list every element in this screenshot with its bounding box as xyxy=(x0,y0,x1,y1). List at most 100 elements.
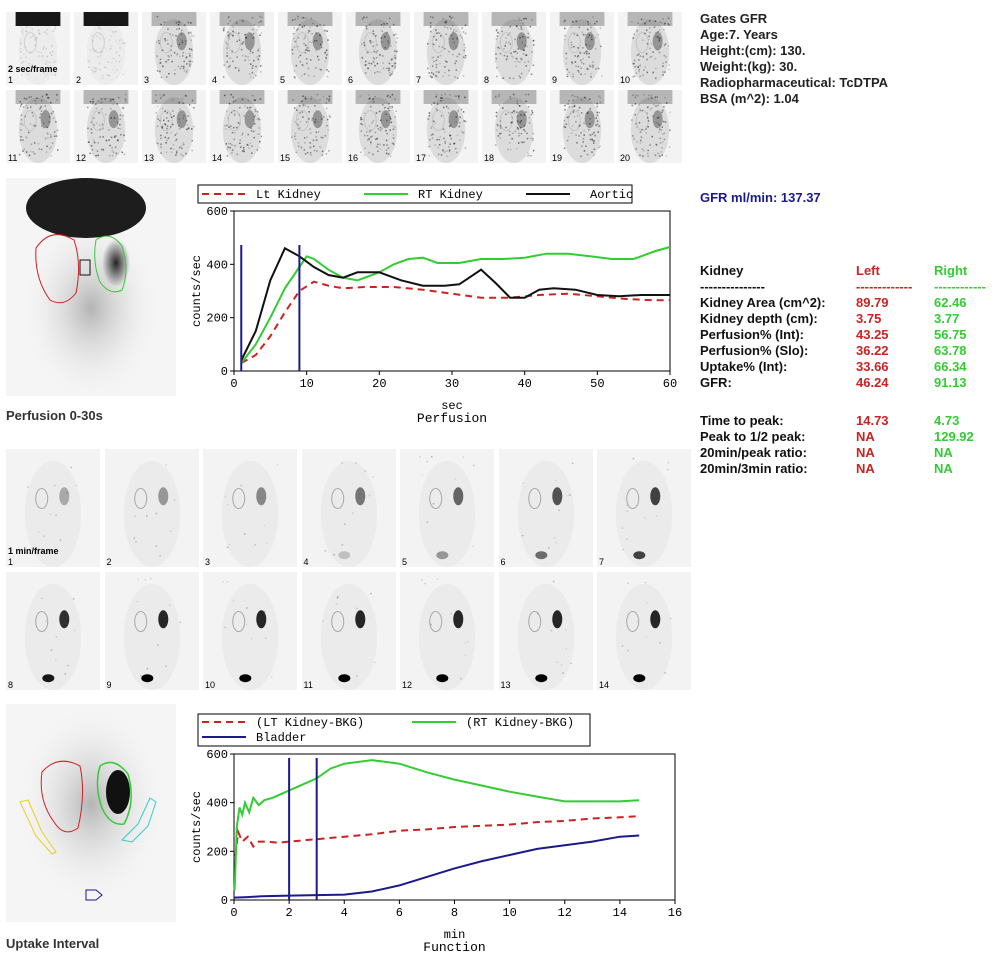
frame-thumbnail: 4 xyxy=(210,12,274,85)
frame-thumbnail: 7 xyxy=(414,12,478,85)
frame-number: 11 xyxy=(303,680,313,690)
frame-thumbnail: 11 xyxy=(6,90,70,163)
results-cell: GFR: xyxy=(700,375,732,390)
frame-thumbnail: 10 xyxy=(618,12,682,85)
y-tick-label: 600 xyxy=(206,205,228,219)
x-tick-label: 8 xyxy=(451,906,458,920)
frame-thumbnail: 5 xyxy=(400,449,494,567)
legend-label: Lt Kidney xyxy=(256,188,321,202)
series-line xyxy=(233,759,640,891)
x-axis-label: min xyxy=(444,928,466,942)
legend-box xyxy=(197,713,591,747)
frame-thumbnail: 14 xyxy=(597,572,691,690)
frame-thumbnail: 10 xyxy=(203,572,297,690)
frame-number: 9 xyxy=(106,680,112,690)
results-cell: 43.25 xyxy=(856,327,889,342)
uptake-roi-image xyxy=(6,704,176,922)
x-tick-label: 0 xyxy=(230,377,237,391)
frame-number: 6 xyxy=(500,557,506,567)
frame-number: 18 xyxy=(484,153,495,163)
x-axis-label: sec xyxy=(441,399,463,413)
results-cell: 56.75 xyxy=(934,327,967,342)
function-chart: (LT Kidney-BKG) (RT Kidney-BKG) Bladder 0 2 4… xyxy=(190,713,682,955)
results-cell: Kidney depth (cm): xyxy=(700,311,818,326)
results-cell: Perfusion% (Slo): xyxy=(700,343,809,358)
frame-number: 19 xyxy=(552,153,563,163)
legend-label: (LT Kidney-BKG) xyxy=(256,716,364,730)
frame-thumbnail: 9 xyxy=(550,12,614,85)
y-tick-label: 0 xyxy=(221,894,228,908)
info-weight: Weight:(kg): 30. xyxy=(700,59,798,74)
frame-number: 17 xyxy=(416,153,427,163)
results-cell: 63.78 xyxy=(934,343,967,358)
info-height: Height:(cm): 130. xyxy=(700,43,806,58)
results-separator: ------------- xyxy=(856,279,913,294)
frame-thumbnail: 15 xyxy=(278,90,342,163)
frame-thumbnail: 9 xyxy=(104,572,199,690)
x-tick-label: 40 xyxy=(517,377,531,391)
frame-number: 20 xyxy=(620,153,631,163)
frame-thumbnail: 18 xyxy=(482,90,546,163)
results-cell: 91.13 xyxy=(934,375,967,390)
x-tick-label: 10 xyxy=(502,906,516,920)
x-tick-label: 14 xyxy=(613,906,627,920)
series-line xyxy=(240,246,670,361)
y-tick-label: 200 xyxy=(206,845,228,859)
chart-title: Perfusion xyxy=(417,411,487,426)
frame-number: 2 xyxy=(106,557,112,567)
timing-cell: Peak to 1/2 peak: xyxy=(700,429,806,444)
info-bsa: BSA (m^2): 1.04 xyxy=(700,91,799,106)
x-tick-label: 12 xyxy=(558,906,572,920)
frame-number: 16 xyxy=(348,153,359,163)
series-line xyxy=(240,280,670,364)
x-tick-label: 16 xyxy=(668,906,682,920)
frame-number: 7 xyxy=(416,75,422,85)
results-cell: 89.79 xyxy=(856,295,889,310)
frame-number: 10 xyxy=(205,680,216,690)
gfr-total: GFR ml/min: 137.37 xyxy=(700,190,821,205)
frame-number: 4 xyxy=(303,557,309,567)
y-tick-label: 600 xyxy=(206,748,228,762)
frame-number: 12 xyxy=(402,680,413,690)
frame-thumbnail: 3 xyxy=(203,449,297,567)
frame-number: 4 xyxy=(212,75,218,85)
frame-rate-label: 2 sec/frame xyxy=(8,64,58,74)
x-tick-label: 50 xyxy=(590,377,604,391)
frame-thumbnail: 7 xyxy=(597,449,691,567)
y-axis-label: counts/sec xyxy=(190,255,204,327)
frame-thumbnail: 2 xyxy=(74,12,138,85)
results-cell: 46.24 xyxy=(856,375,889,390)
frame-thumbnail: 2 xyxy=(104,449,199,567)
series-line xyxy=(233,834,640,899)
frame-number: 11 xyxy=(8,153,18,163)
x-tick-label: 30 xyxy=(445,377,459,391)
frame-thumbnail: 13 xyxy=(498,572,593,690)
frame-thumbnail: 19 xyxy=(550,90,614,163)
frame-thumbnail: 12 xyxy=(400,572,494,690)
results-cell: 33.66 xyxy=(856,359,889,374)
x-tick-label: 0 xyxy=(230,906,237,920)
results-separator: --------------- xyxy=(700,279,765,294)
info-title: Gates GFR xyxy=(700,11,768,26)
timing-cell: NA xyxy=(856,429,875,444)
frame-number: 5 xyxy=(402,557,408,567)
frame-number: 2 xyxy=(76,75,82,85)
legend-label: Bladder xyxy=(256,731,306,745)
chart-title: Function xyxy=(423,940,485,955)
results-cell: Perfusion% (Int): xyxy=(700,327,804,342)
frame-thumbnail: 20 xyxy=(618,90,682,163)
results-header-cell: Right xyxy=(934,263,968,278)
results-header-cell: Left xyxy=(856,263,880,278)
frame-number: 13 xyxy=(144,153,155,163)
results-header-cell: Kidney xyxy=(700,263,744,278)
timing-cell: Time to peak: xyxy=(700,413,784,428)
frame-rate-label: 1 min/frame xyxy=(8,546,59,556)
frame-number: 8 xyxy=(484,75,490,85)
frame-thumbnail: 11 xyxy=(301,572,396,690)
frame-number: 12 xyxy=(76,153,87,163)
timing-cell: 129.92 xyxy=(934,429,974,444)
y-tick-label: 400 xyxy=(206,258,228,272)
info-age: Age:7. Years xyxy=(700,27,778,42)
